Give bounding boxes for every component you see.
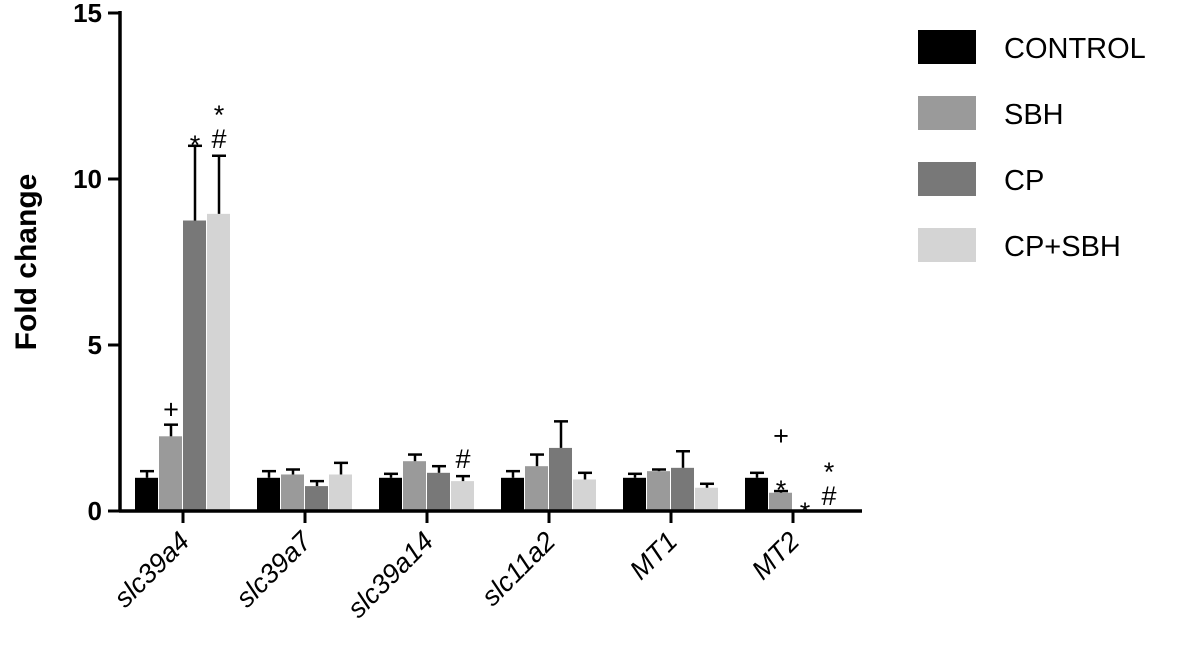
bar-slc11a2-cp-sbh	[573, 479, 596, 511]
bar-slc39a14-sbh	[403, 461, 426, 511]
significance-annotations-layer: +**##+***#	[163, 100, 836, 527]
significance-marker: *	[776, 475, 787, 505]
bar-slc39a4-sbh	[159, 436, 182, 511]
y-tick-label: 0	[88, 496, 102, 526]
bar-slc39a14-cp-sbh	[451, 481, 474, 511]
bar-slc39a7-cp	[305, 486, 328, 511]
y-tick-label: 5	[88, 330, 102, 360]
bar-slc11a2-control	[501, 477, 524, 511]
legend-swatch	[918, 228, 976, 262]
legend-swatch	[918, 162, 976, 196]
bar-slc11a2-cp	[549, 447, 572, 511]
significance-marker: #	[821, 481, 836, 511]
y-axis-label: Fold change	[10, 174, 43, 351]
x-category-label: slc11a2	[476, 526, 562, 612]
bar-slc39a7-control	[257, 477, 280, 511]
bars-layer	[135, 213, 792, 512]
bar-slc11a2-sbh	[525, 466, 548, 511]
bar-slc39a4-cp-sbh	[207, 213, 230, 512]
y-tick-label: 10	[73, 164, 102, 194]
bar-slc39a14-control	[379, 477, 402, 511]
significance-marker: *	[190, 130, 201, 160]
bar-mt2-control	[745, 477, 768, 511]
significance-marker: +	[773, 421, 789, 451]
bar-mt1-control	[623, 477, 646, 511]
legend-label: CONTROL	[1004, 33, 1146, 65]
error-bars-layer	[140, 144, 788, 493]
significance-marker: #	[455, 444, 470, 474]
significance-marker: *	[800, 497, 811, 527]
bar-slc39a7-cp-sbh	[329, 474, 352, 511]
significance-marker: +	[163, 395, 179, 425]
bar-mt1-cp-sbh	[695, 487, 718, 511]
legend-label: CP	[1004, 165, 1044, 197]
legend: CONTROL SBH CP CP+SBH	[918, 30, 1146, 263]
significance-marker: #	[211, 124, 226, 154]
x-category-label: MT1	[624, 526, 683, 585]
legend-label: SBH	[1004, 99, 1064, 131]
x-categories-layer: slc39a4 slc39a7 slc39a14 slc11a2 MT1 MT2	[108, 525, 805, 623]
bar-mt1-sbh	[647, 471, 670, 511]
x-category-label: slc39a7	[230, 525, 318, 613]
bar-mt2-sbh	[769, 492, 792, 511]
y-ticks-layer: 0 5 10 15	[73, 0, 795, 526]
bar-slc39a4-cp	[183, 220, 206, 511]
bar-slc39a14-cp	[427, 472, 450, 511]
legend-swatch	[918, 30, 976, 64]
x-category-label: slc39a4	[108, 526, 195, 613]
x-category-label: MT2	[746, 526, 805, 585]
significance-marker: *	[214, 100, 225, 130]
legend-label: CP+SBH	[1004, 231, 1121, 263]
legend-swatch	[918, 96, 976, 130]
significance-marker: *	[824, 457, 835, 487]
axes-layer	[118, 11, 862, 513]
y-tick-label: 15	[73, 0, 102, 28]
bar-mt1-cp	[671, 467, 694, 511]
bar-slc39a7-sbh	[281, 474, 304, 511]
bar-slc39a4-control	[135, 477, 158, 511]
x-category-label: slc39a14	[342, 526, 440, 624]
